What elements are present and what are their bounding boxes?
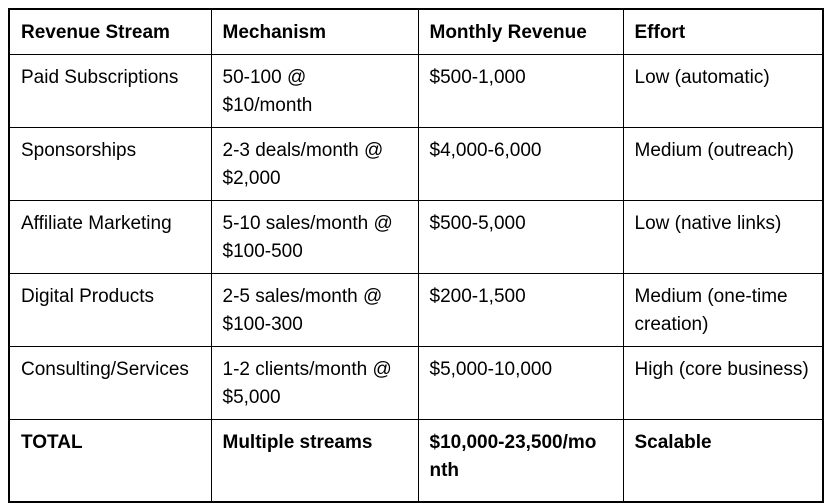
cell-mechanism: 2-3 deals/month @ $2,000	[210, 127, 419, 201]
table-row-paid-subscriptions: Paid Subscriptions 50-100 @ $10/month $5…	[8, 54, 824, 128]
cell-effort: Medium (one-time creation)	[622, 273, 824, 347]
cell-monthly-revenue: $500-1,000	[417, 54, 624, 128]
cell-effort: High (core business)	[622, 346, 824, 420]
cell-mechanism: 1-2 clients/month @ $5,000	[210, 346, 419, 420]
table-row-consulting-services: Consulting/Services 1-2 clients/month @ …	[8, 346, 824, 420]
cell-revenue-stream: Paid Subscriptions	[8, 54, 212, 128]
cell-monthly-revenue: $200-1,500	[417, 273, 624, 347]
table-row-sponsorships: Sponsorships 2-3 deals/month @ $2,000 $4…	[8, 127, 824, 201]
cell-effort: Medium (outreach)	[622, 127, 824, 201]
cell-mechanism: 2-5 sales/month @ $100-300	[210, 273, 419, 347]
column-header-effort: Effort	[622, 8, 824, 55]
cell-revenue-stream: Consulting/Services	[8, 346, 212, 420]
revenue-streams-table: Revenue Stream Mechanism Monthly Revenue…	[8, 8, 824, 503]
cell-mechanism: 5-10 sales/month @ $100-500	[210, 200, 419, 274]
column-header-monthly-revenue: Monthly Revenue	[417, 8, 624, 55]
table-header: Revenue Stream Mechanism Monthly Revenue…	[8, 8, 824, 55]
table-body: Paid Subscriptions 50-100 @ $10/month $5…	[8, 54, 824, 502]
table-row-affiliate-marketing: Affiliate Marketing 5-10 sales/month @ $…	[8, 200, 824, 274]
cell-monthly-revenue: $5,000-10,000	[417, 346, 624, 420]
table-header-row: Revenue Stream Mechanism Monthly Revenue…	[8, 8, 824, 55]
cell-mechanism: 50-100 @ $10/month	[210, 54, 419, 128]
cell-revenue-stream: Digital Products	[8, 273, 212, 347]
cell-mechanism: Multiple streams	[210, 419, 419, 502]
table-row-total: TOTAL Multiple streams $10,000-23,500/mo…	[8, 419, 824, 502]
cell-revenue-stream: Sponsorships	[8, 127, 212, 201]
cell-monthly-revenue: $10,000-23,500/month	[417, 419, 624, 502]
column-header-revenue-stream: Revenue Stream	[8, 8, 212, 55]
cell-monthly-revenue: $500-5,000	[417, 200, 624, 274]
cell-effort: Low (native links)	[622, 200, 824, 274]
cell-effort: Low (automatic)	[622, 54, 824, 128]
column-header-mechanism: Mechanism	[210, 8, 419, 55]
cell-monthly-revenue: $4,000-6,000	[417, 127, 624, 201]
cell-revenue-stream: Affiliate Marketing	[8, 200, 212, 274]
cell-effort: Scalable	[622, 419, 824, 502]
cell-revenue-stream: TOTAL	[8, 419, 212, 502]
table-row-digital-products: Digital Products 2-5 sales/month @ $100-…	[8, 273, 824, 347]
